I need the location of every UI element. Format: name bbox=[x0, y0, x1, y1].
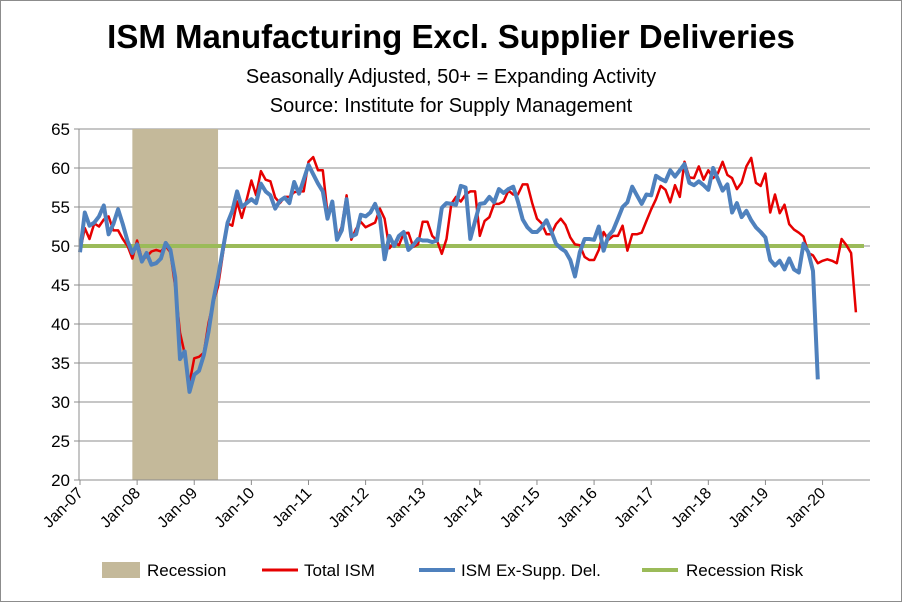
y-tick-label: 60 bbox=[51, 159, 70, 178]
x-tick-label: Jan-14 bbox=[440, 485, 487, 532]
series-line-ism-ex-supp-del bbox=[78, 162, 820, 394]
legend-label-recession-risk: Recession Risk bbox=[686, 561, 804, 580]
y-axis-tick-labels: 20 25 30 35 40 45 50 55 60 65 bbox=[51, 120, 70, 490]
y-tick-label: 35 bbox=[51, 354, 70, 373]
y-tick-label: 30 bbox=[51, 393, 70, 412]
x-tick-label: Jan-13 bbox=[383, 485, 430, 532]
y-tick-label: 55 bbox=[51, 198, 70, 217]
legend: Recession Total ISM ISM Ex-Supp. Del. Re… bbox=[102, 561, 804, 580]
y-tick-label: 65 bbox=[51, 120, 70, 139]
chart-title: ISM Manufacturing Excl. Supplier Deliver… bbox=[107, 18, 795, 55]
y-tick-label: 45 bbox=[51, 276, 70, 295]
x-tick-label: Jan-12 bbox=[326, 485, 373, 532]
x-axis-tick-labels: Jan-07 Jan-08 Jan-09 Jan-10 Jan-11 Jan-12 Jan-… bbox=[40, 485, 829, 532]
legend-label-recession: Recession bbox=[147, 561, 226, 580]
x-tick-label: Jan-09 bbox=[154, 485, 201, 532]
x-tick-label: Jan-11 bbox=[270, 485, 316, 531]
series-layer bbox=[78, 155, 864, 394]
x-tick-label: Jan-10 bbox=[212, 485, 259, 532]
y-tick-label: 50 bbox=[51, 237, 70, 256]
x-tick-label: Jan-18 bbox=[669, 485, 716, 532]
legend-swatch-recession bbox=[102, 562, 140, 578]
x-tick-label: Jan-19 bbox=[726, 485, 773, 532]
legend-label-total-ism: Total ISM bbox=[304, 561, 375, 580]
y-tick-label: 20 bbox=[51, 471, 70, 490]
chart-subtitle-line-1: Seasonally Adjusted, 50+ = Expanding Act… bbox=[245, 66, 657, 88]
y-tick-label: 40 bbox=[51, 315, 70, 334]
chart-subtitle-line-2: Source: Institute for Supply Management bbox=[269, 95, 633, 117]
x-tick-label: Jan-16 bbox=[554, 485, 601, 532]
x-tick-label: Jan-17 bbox=[611, 485, 658, 532]
x-tick-label: Jan-08 bbox=[97, 485, 144, 532]
axes bbox=[74, 128, 870, 485]
x-tick-label: Jan-20 bbox=[783, 485, 830, 532]
y-tick-label: 25 bbox=[51, 432, 70, 451]
x-tick-label: Jan-07 bbox=[40, 485, 87, 532]
x-tick-label: Jan-15 bbox=[497, 485, 544, 532]
legend-label-ism-ex-supp: ISM Ex-Supp. Del. bbox=[461, 561, 601, 580]
